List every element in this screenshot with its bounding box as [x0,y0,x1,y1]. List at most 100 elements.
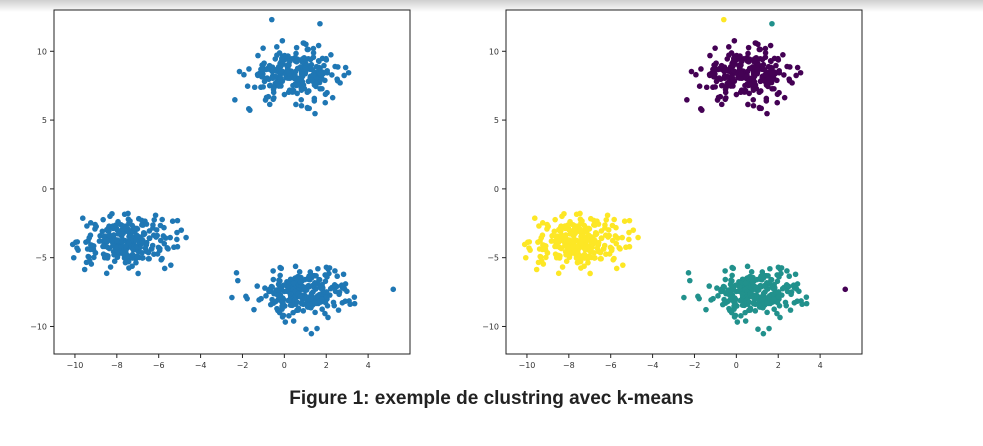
data-point [118,238,124,245]
data-point [803,300,810,307]
data-point [738,313,744,319]
data-point [109,242,116,249]
data-point [794,298,801,305]
y-tick-label: −5 [487,254,499,263]
x-tick-label: −10 [66,361,83,370]
data-point [722,268,728,274]
x-tick-label: 4 [366,361,371,370]
data-point [799,301,805,308]
data-point [129,251,136,258]
data-point [390,286,397,293]
data-point [298,102,305,109]
data-point [570,243,577,249]
data-point [270,268,276,274]
data-point [104,228,111,234]
data-point [710,295,716,302]
data-point [774,91,781,98]
data-point [543,254,549,261]
data-point [241,71,247,78]
data-point [278,265,285,272]
y-tick-label: 5 [494,116,499,125]
data-point [540,242,546,248]
data-point [706,283,713,289]
data-point [555,237,562,244]
y-tick-label: 0 [494,185,499,194]
data-point [301,285,308,291]
data-points [69,16,397,337]
data-point [328,51,334,58]
data-point [272,56,279,62]
data-point [621,218,628,224]
data-point [685,270,692,276]
data-point [137,244,143,251]
data-point [539,246,546,253]
data-point [92,250,99,256]
data-point [285,75,292,81]
data-point [842,286,849,293]
data-point [764,110,770,117]
data-point [734,319,741,325]
data-point [322,299,329,306]
data-point [620,262,626,268]
data-point [739,58,745,65]
data-point [553,254,560,261]
data-point [585,237,591,243]
data-point [310,45,317,52]
data-point [774,99,781,106]
data-point [345,69,352,76]
data-point [133,237,139,243]
data-point [316,65,322,71]
data-point [767,265,773,272]
data-point [168,262,174,268]
data-point [325,314,331,321]
data-point [611,216,617,223]
data-point [742,318,749,324]
data-point [255,52,261,59]
data-point [287,302,294,308]
data-point [263,293,269,299]
data-point [768,65,774,71]
data-point [270,89,277,96]
data-point [539,220,546,226]
data-point [297,279,304,286]
data-point [79,215,86,221]
data-point [739,291,746,298]
data-point [721,296,727,303]
data-point [595,221,602,227]
data-point [146,255,152,262]
data-point [107,264,114,270]
data-point [266,101,273,108]
data-point [151,217,158,223]
data-point [766,325,772,332]
data-point [609,222,616,229]
data-point [780,51,786,58]
data-point [324,69,331,76]
data-point [793,72,799,79]
data-point [537,254,544,260]
data-point [111,252,117,258]
data-point [626,229,632,236]
data-point [329,72,335,78]
data-point [619,234,626,241]
data-point [592,231,599,238]
data-point [317,20,323,27]
data-point [319,306,325,313]
data-point [787,307,794,313]
data-point [775,57,782,63]
data-point [126,265,132,271]
data-point [259,66,265,72]
data-point [143,221,150,227]
data-point [731,37,738,44]
data-point [174,229,180,236]
data-point [747,273,753,280]
data-point [587,270,593,277]
data-point [323,289,330,295]
x-tick-label: 2 [776,361,781,370]
data-point [315,265,321,272]
data-point [165,246,171,252]
data-point [332,268,338,274]
data-point [75,247,81,253]
data-point [719,301,726,308]
data-point [584,226,591,232]
data-point [744,72,750,79]
